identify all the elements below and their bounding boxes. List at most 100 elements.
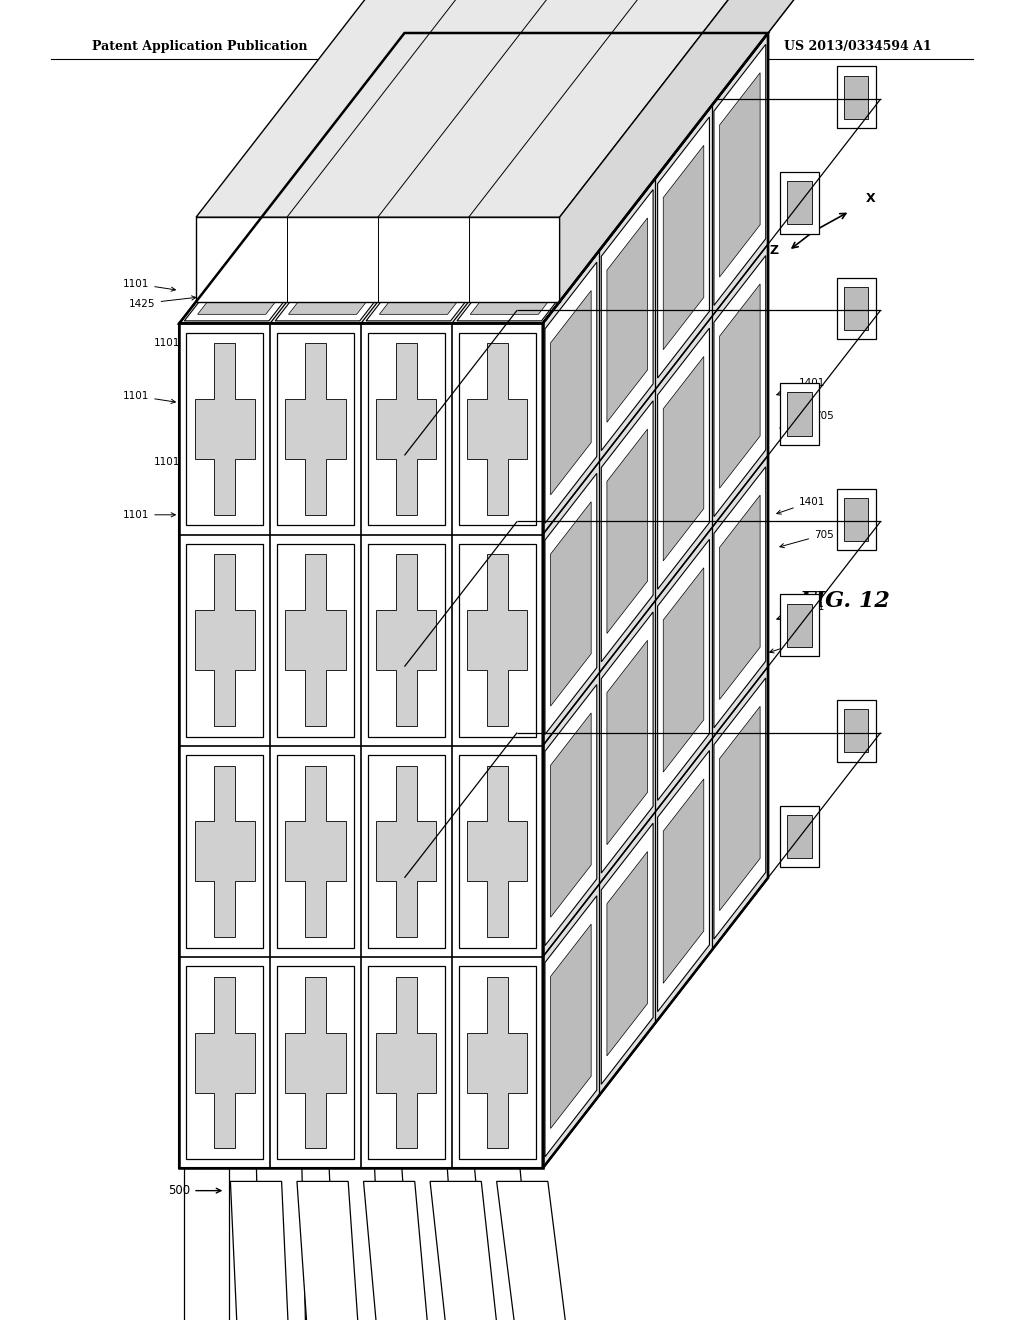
Polygon shape [459,966,536,1159]
Polygon shape [256,1168,315,1320]
Polygon shape [195,977,255,1148]
Text: 1220: 1220 [474,331,508,354]
Text: 1101: 1101 [123,279,175,292]
Polygon shape [583,115,693,169]
Text: 1451: 1451 [688,450,735,467]
Polygon shape [545,474,597,734]
Polygon shape [545,896,597,1156]
Polygon shape [195,766,255,937]
Polygon shape [536,36,672,103]
Text: FIG. 12: FIG. 12 [800,590,890,611]
Polygon shape [545,263,597,523]
Polygon shape [714,467,766,727]
Polygon shape [720,284,760,488]
Polygon shape [513,181,650,248]
Polygon shape [186,966,263,1159]
Text: 1110: 1110 [333,1047,359,1064]
Polygon shape [286,766,346,937]
Bar [780,594,819,656]
Polygon shape [601,824,653,1084]
Polygon shape [377,977,436,1148]
Bar [780,805,819,867]
Polygon shape [186,544,263,737]
Text: 1101: 1101 [154,338,188,350]
Polygon shape [423,181,559,248]
Bar [844,709,868,752]
Text: 1101: 1101 [123,391,175,404]
Polygon shape [551,924,591,1129]
Polygon shape [467,343,527,515]
Text: 1220: 1220 [770,635,820,653]
Polygon shape [607,640,647,845]
Text: 1425: 1425 [447,1059,474,1077]
Text: 705: 705 [780,411,834,429]
Polygon shape [657,540,710,800]
Polygon shape [607,218,647,422]
Polygon shape [470,260,581,314]
Text: 1101: 1101 [123,510,175,520]
Polygon shape [241,181,378,248]
Bar [780,172,819,234]
Polygon shape [286,343,346,515]
Polygon shape [657,329,710,589]
Polygon shape [379,260,489,314]
Polygon shape [179,33,768,323]
Polygon shape [353,36,490,103]
Text: 1221: 1221 [530,1078,557,1097]
Polygon shape [364,1181,460,1320]
Text: 1401: 1401 [777,602,825,620]
Polygon shape [401,1168,488,1320]
Polygon shape [278,544,354,737]
Text: 1401: 1401 [777,378,825,396]
Bar [837,488,876,550]
Polygon shape [332,181,468,248]
Polygon shape [559,0,852,302]
Polygon shape [444,36,581,103]
Polygon shape [286,554,346,726]
Polygon shape [183,1168,229,1320]
Text: 1425: 1425 [495,404,523,426]
Text: Patent Application Publication: Patent Application Publication [92,40,307,53]
Polygon shape [377,766,436,937]
Polygon shape [195,554,255,726]
Polygon shape [720,73,760,277]
Text: 1101: 1101 [154,457,188,467]
Polygon shape [601,401,653,661]
Bar [837,66,876,128]
Polygon shape [526,187,637,242]
Text: US 2013/0334594 A1: US 2013/0334594 A1 [784,40,932,53]
Polygon shape [551,290,591,495]
Polygon shape [289,260,399,314]
Bar [844,286,868,330]
Polygon shape [714,256,766,516]
Polygon shape [467,554,527,726]
Polygon shape [254,187,365,242]
Polygon shape [329,1168,401,1320]
Polygon shape [720,495,760,700]
Text: 1430: 1430 [500,1072,526,1090]
Text: 1425: 1425 [389,1060,416,1077]
Polygon shape [543,33,768,1168]
Polygon shape [497,1181,617,1320]
Polygon shape [459,544,536,737]
Bar [837,277,876,339]
Polygon shape [367,42,477,96]
Bar [844,75,868,119]
Polygon shape [664,779,703,983]
Polygon shape [474,1168,574,1320]
Polygon shape [459,333,536,525]
Polygon shape [186,333,263,525]
Polygon shape [657,751,710,1011]
Polygon shape [548,42,658,96]
Bar [844,498,868,541]
Text: X: X [865,191,874,205]
Polygon shape [195,343,255,515]
Polygon shape [545,685,597,945]
Text: 1425: 1425 [494,132,525,162]
Text: Y: Y [795,172,803,185]
Bar [837,700,876,762]
Polygon shape [467,766,527,937]
Bar [787,814,812,858]
Polygon shape [458,42,568,96]
Polygon shape [275,253,412,321]
